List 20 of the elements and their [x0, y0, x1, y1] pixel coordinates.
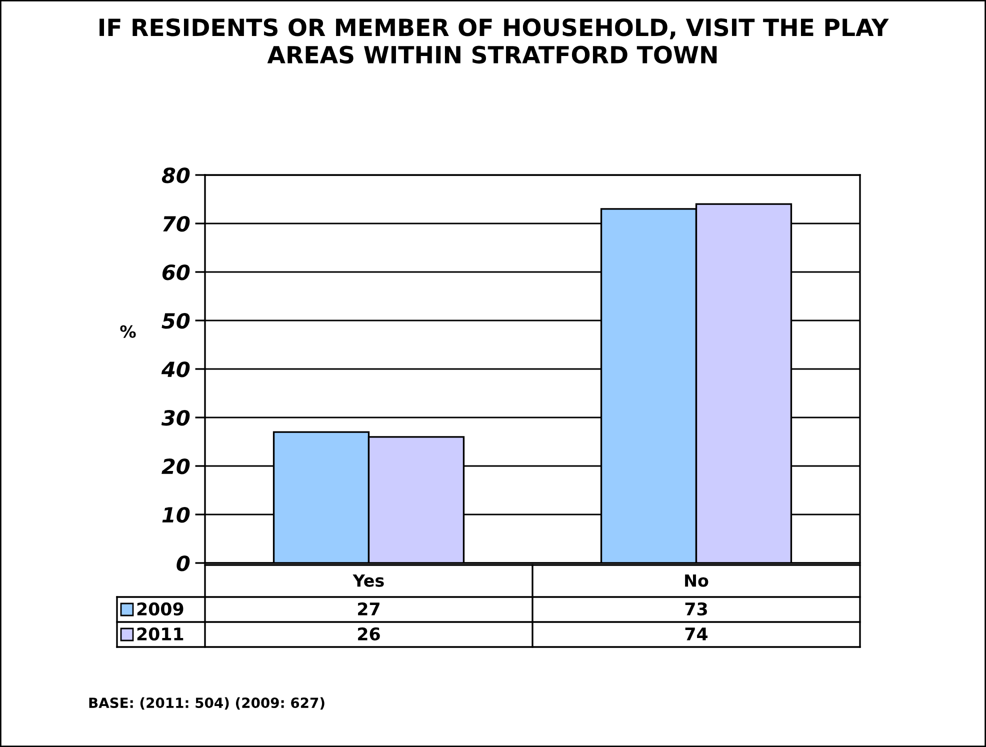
data-label: 26 [358, 627, 380, 641]
y-tick-label: 10 [162, 506, 190, 523]
legend-label: 2011 [137, 627, 184, 641]
y-tick-label: 50 [162, 312, 190, 329]
y-tick-label: 70 [163, 216, 190, 232]
y-tick-label: 20 [162, 458, 190, 474]
data-label: 73 [685, 602, 707, 616]
x-tick-label: Yes [352, 574, 384, 587]
data-label: 27 [358, 602, 380, 616]
legend-label: 2009 [137, 602, 184, 616]
y-tick-label: 60 [162, 264, 190, 280]
y-tick-label: 40 [161, 361, 190, 378]
x-tick-label: No [685, 574, 708, 587]
chart-title: IF RESIDENTS OR MEMBER OF HOUSEHOLD, VISIT THE PLAY AREAS WITHIN STRATFORD TOWN [100, 18, 889, 64]
y-tick-label: 30 [161, 410, 190, 426]
y-tick-label: 80 [162, 167, 190, 184]
y-axis-title: % [120, 325, 136, 338]
data-label: 74 [685, 628, 708, 640]
y-tick-label: 0 [176, 555, 190, 572]
text: BASE: (2011: 504) (2009: 627) [89, 697, 324, 710]
